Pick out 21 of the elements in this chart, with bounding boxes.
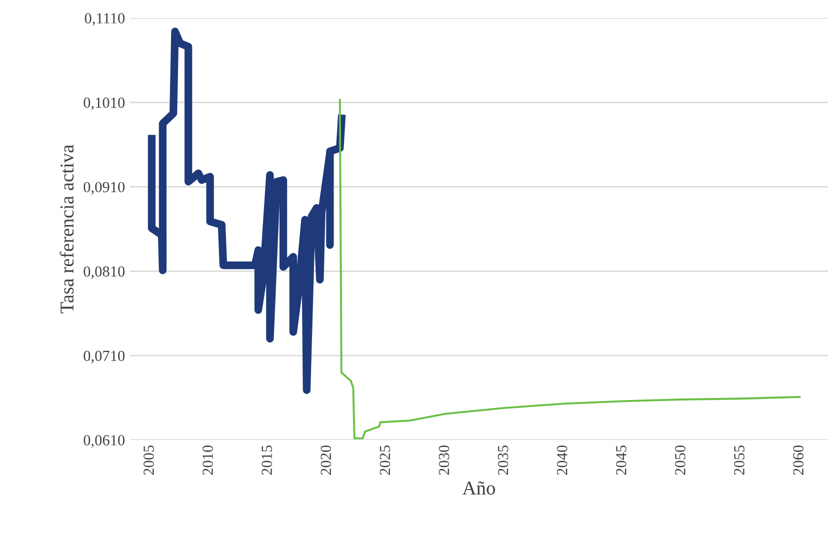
x-tick-label: 2030 [438,445,450,475]
y-tick-label: 0,1010 [84,98,125,110]
x-tick-label: 2050 [675,445,686,475]
y-tick-label: 0,0710 [84,350,125,364]
x-tick-label: 2010 [202,445,213,475]
x-tick-label: 2060 [793,445,804,475]
x-tick-label: 2005 [144,445,154,475]
x-tick-label: 2045 [616,445,626,475]
line-series [338,98,801,440]
x-tick-label: 2025 [380,445,390,475]
y-tick-label: 0,0810 [84,266,125,279]
y-tick-label: 0,1110 [84,13,125,26]
x-tick-label: 2055 [734,445,744,475]
x-tick-label: 2020 [320,445,332,475]
x-tick-label: 2035 [498,445,508,475]
x-tick-label: 2040 [556,445,568,475]
y-tick-label: 0,0610 [84,435,125,448]
x-tick-label: 2015 [262,445,272,475]
y-axis-title: Tasa referencia activa [60,144,74,314]
x-axis-title: Año [462,481,495,495]
y-tick-label: 0,0910 [84,182,125,194]
